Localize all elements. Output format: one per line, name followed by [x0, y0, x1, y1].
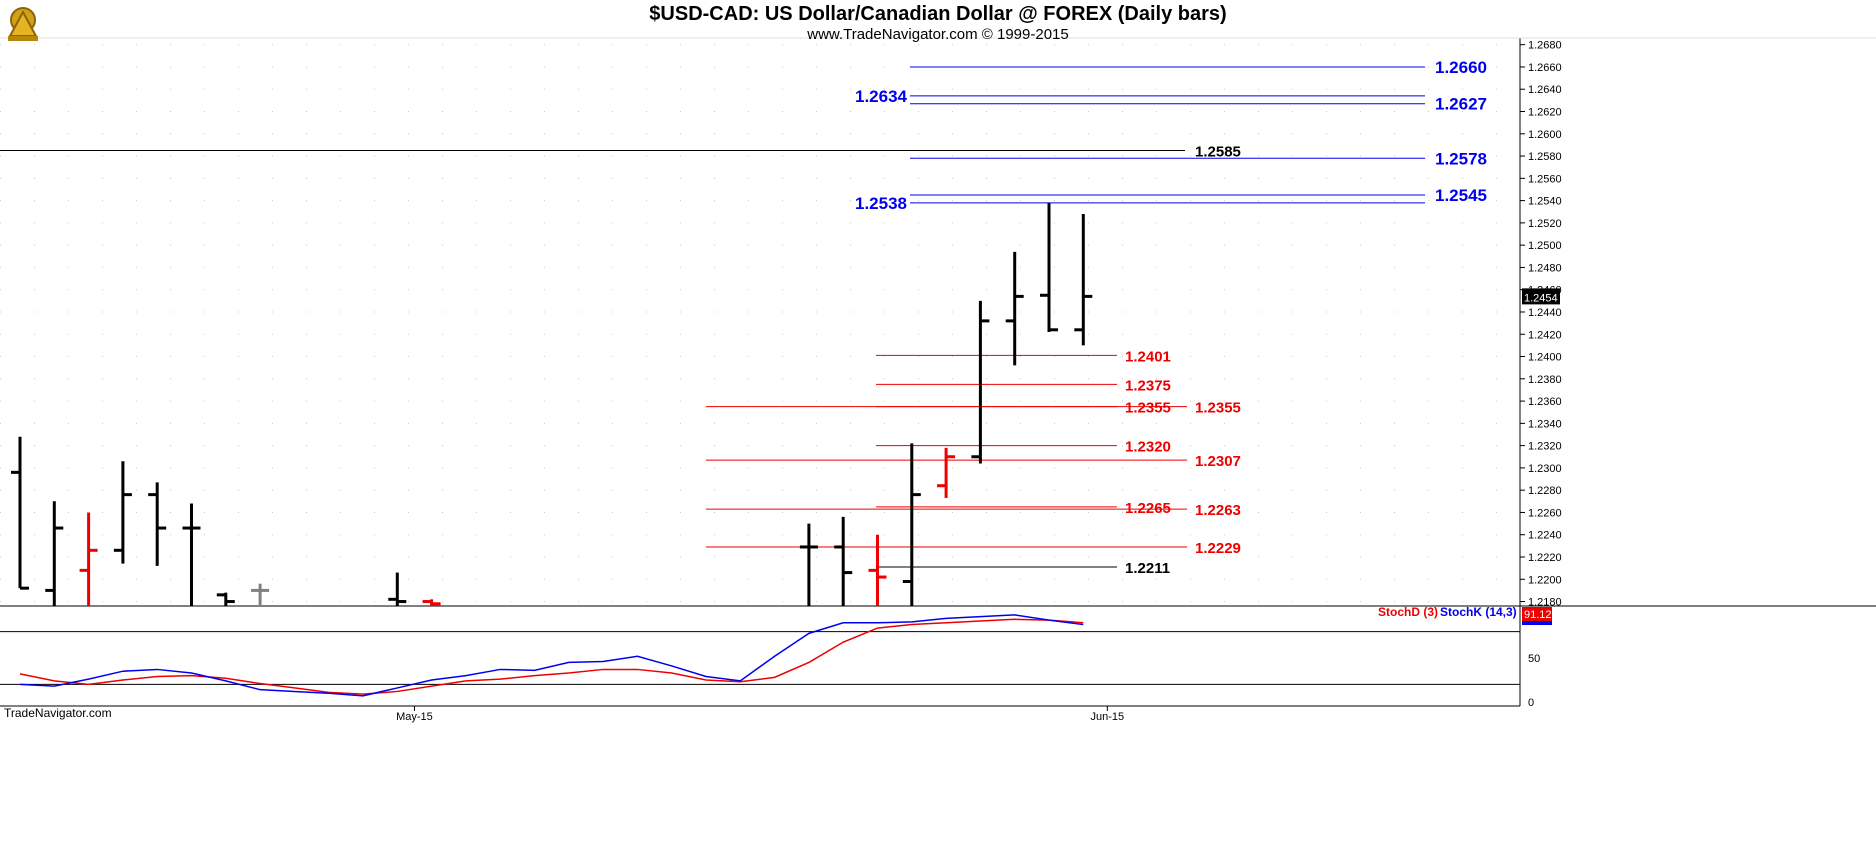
level-label: 1.2265 [1125, 500, 1171, 517]
stoch-tick-label: 50 [1528, 653, 1540, 665]
price-tick-label: 1.2360 [1528, 396, 1562, 408]
price-tick-label: 1.2300 [1528, 463, 1562, 475]
price-tick-label: 1.2680 [1528, 40, 1562, 52]
level-label: 1.2355 [1125, 400, 1171, 417]
price-tick-label: 1.2480 [1528, 262, 1562, 274]
level-label: 1.2307 [1195, 453, 1241, 470]
price-tick-label: 1.2660 [1528, 62, 1562, 74]
chart-header: $USD-CAD: US Dollar/Canadian Dollar @ FO… [0, 0, 1876, 46]
stoch-d-line [19, 618, 1084, 695]
price-tick-label: 1.2580 [1528, 151, 1562, 163]
level-label: 1.2545 [1435, 186, 1487, 205]
watermark: TradeNavigator.com [4, 706, 112, 720]
stoch-legend-d: StochD (3) [1378, 605, 1438, 619]
last-price-badge [1522, 288, 1560, 305]
level-label: 1.2585 [1195, 143, 1241, 160]
time-tick-label: May-15 [396, 711, 433, 723]
price-tick-label: 1.2420 [1528, 329, 1562, 341]
level-label: 1.2401 [1125, 348, 1171, 365]
level-label: 1.2263 [1195, 502, 1241, 519]
price-tick-label: 1.2260 [1528, 507, 1562, 519]
level-label: 1.2320 [1125, 439, 1171, 456]
stoch-value-badge-k [1522, 621, 1552, 625]
price-tick-label: 1.2520 [1528, 218, 1562, 230]
price-tick-label: 1.2180 [1528, 597, 1562, 609]
trade-navigator-logo-icon [2, 2, 44, 44]
price-tick-label: 1.2220 [1528, 552, 1562, 564]
level-label: 1.2355 [1195, 400, 1241, 417]
level-label: 1.2538 [855, 194, 907, 213]
level-label: 1.2627 [1435, 95, 1487, 114]
stoch-tick-label: 0 [1528, 697, 1534, 709]
level-label: 1.2634 [855, 87, 908, 106]
price-tick-label: 1.2400 [1528, 352, 1562, 364]
level-label: 1.2578 [1435, 149, 1487, 168]
stoch-value-label: 91.12 [1524, 609, 1552, 621]
price-tick-label: 1.2380 [1528, 374, 1562, 386]
stoch-k-line [19, 614, 1084, 697]
level-label: 1.2211 [1125, 560, 1170, 577]
stoch-value-badge [1522, 607, 1552, 621]
price-tick-label: 1.2280 [1528, 485, 1562, 497]
price-tick-label: 1.2640 [1528, 84, 1562, 96]
price-tick-label: 1.2600 [1528, 129, 1562, 141]
price-tick-label: 1.2620 [1528, 107, 1562, 119]
level-label: 1.2660 [1435, 58, 1487, 77]
price-tick-label: 1.2560 [1528, 173, 1562, 185]
level-label: 1.2229 [1195, 540, 1241, 557]
stoch-legend-k: StochK (14,3) [1440, 605, 1517, 619]
level-label: 1.2375 [1125, 377, 1171, 394]
price-tick-label: 1.2440 [1528, 307, 1562, 319]
time-tick-label: Jun-15 [1090, 711, 1124, 723]
price-tick-label: 1.2500 [1528, 240, 1562, 252]
price-tick-label: 1.2540 [1528, 196, 1562, 208]
price-tick-label: 1.2200 [1528, 574, 1562, 586]
chart-subtitle: www.TradeNavigator.com © 1999-2015 [807, 26, 1069, 43]
chart-title: $USD-CAD: US Dollar/Canadian Dollar @ FO… [649, 3, 1227, 25]
price-tick-label: 1.2240 [1528, 530, 1562, 542]
last-price-label: 1.2454 [1524, 292, 1558, 304]
price-tick-label: 1.2320 [1528, 441, 1562, 453]
price-tick-label: 1.2340 [1528, 418, 1562, 430]
